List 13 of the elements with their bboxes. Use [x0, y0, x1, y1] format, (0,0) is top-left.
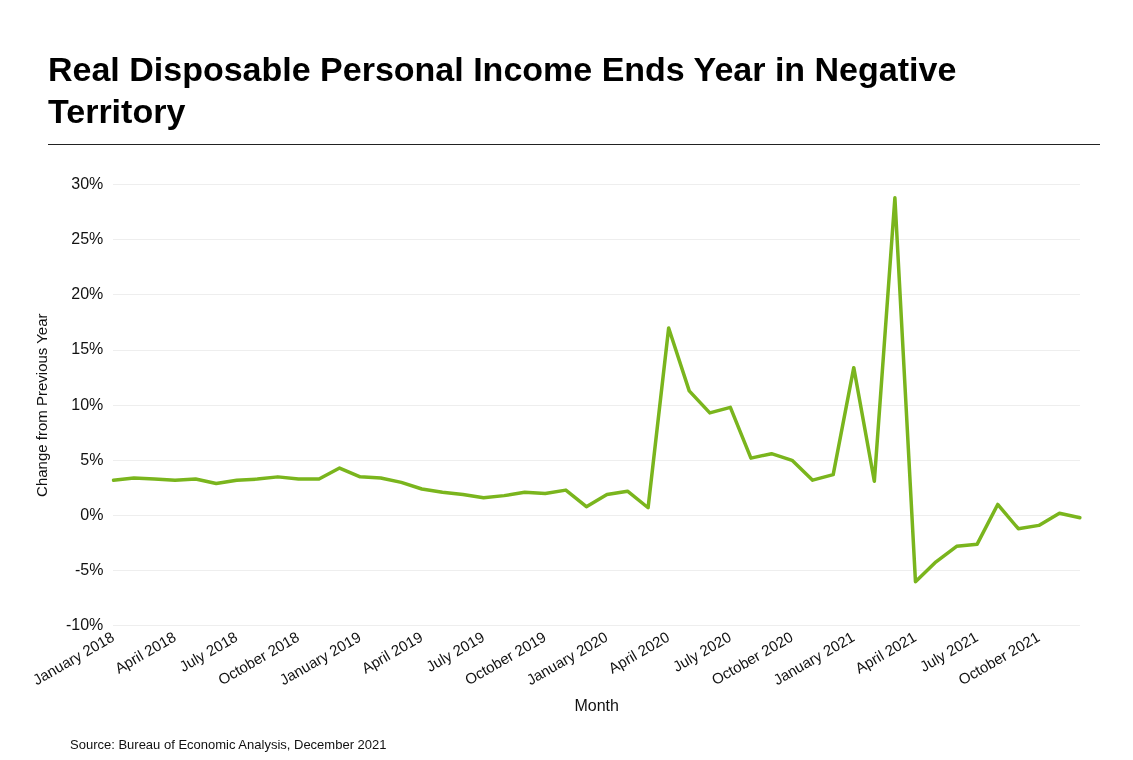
y-axis-title: Change from Previous Year: [33, 313, 51, 497]
y-tick-label: -5%: [74, 561, 104, 579]
y-tick-label: 20%: [71, 285, 104, 303]
chart-title: Real Disposable Personal Income Ends Year in Negative Territory: [48, 49, 958, 132]
source-note: Source: Bureau of Economic Analysis, December 2021: [70, 737, 387, 752]
y-tick-label: 10%: [71, 395, 104, 413]
x-axis-title: Month: [574, 696, 619, 714]
y-tick-label: 0%: [80, 505, 104, 523]
y-tick-label: -10%: [65, 616, 104, 634]
y-tick-label: 5%: [80, 450, 104, 468]
y-tick-label: 25%: [71, 230, 104, 248]
y-tick-label: 30%: [71, 175, 104, 193]
y-tick-label: 15%: [71, 340, 104, 358]
